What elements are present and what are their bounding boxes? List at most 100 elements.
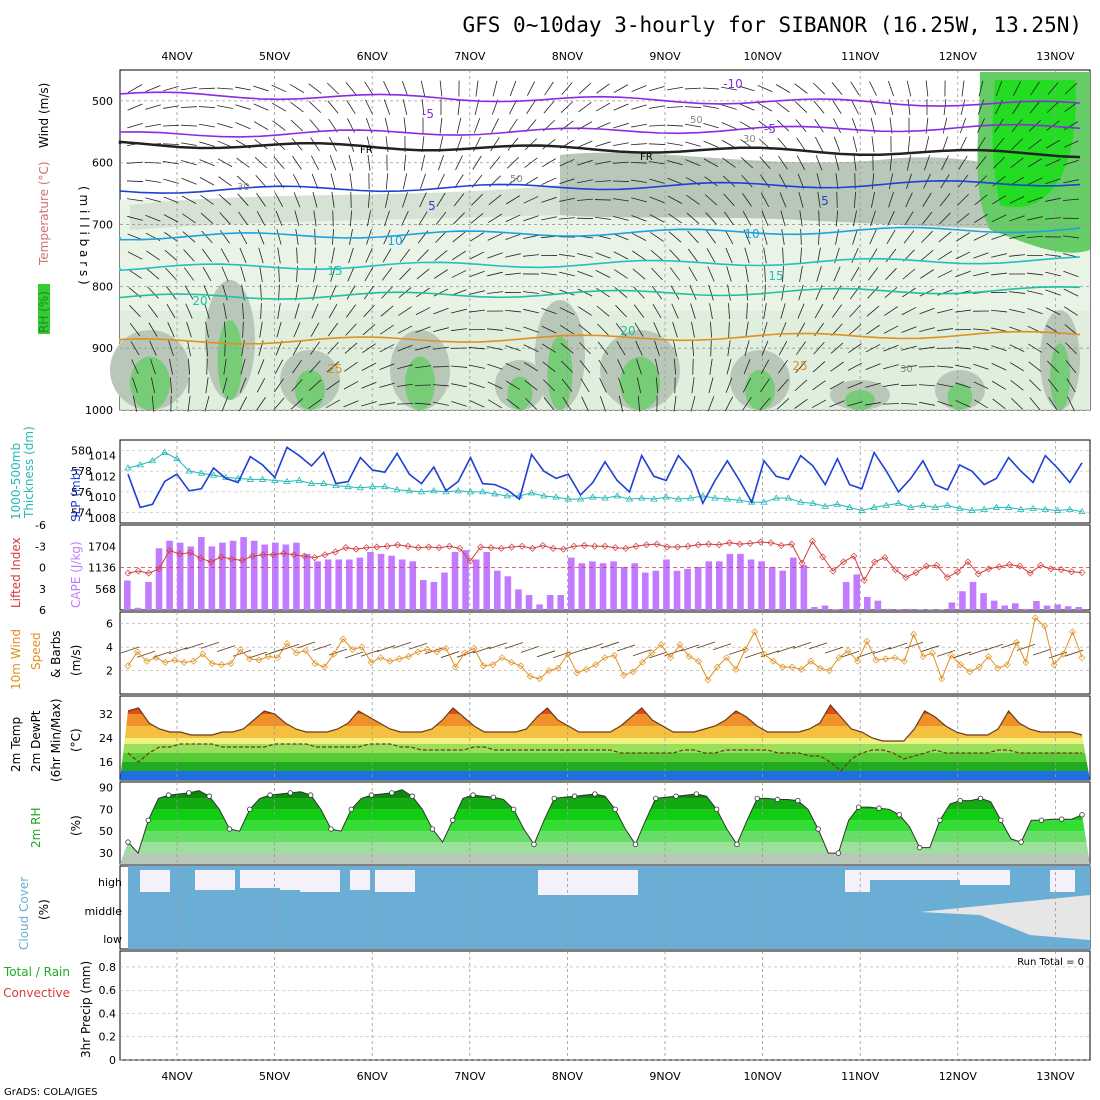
barb (1045, 289, 1061, 296)
temp-label-0: -10 (723, 77, 743, 91)
barb (523, 196, 539, 204)
cape-bar-51 (663, 559, 670, 610)
barb (954, 347, 972, 350)
barb (745, 266, 749, 282)
wind10m-point-54 (629, 668, 637, 676)
rh-band-3 (120, 820, 1090, 832)
li-point-17 (300, 552, 308, 560)
wind10m-point-94 (1003, 661, 1011, 669)
barb (271, 102, 287, 112)
wind10m-point-46 (554, 664, 562, 672)
barb (560, 101, 574, 113)
thickness-point-55 (796, 498, 805, 505)
cape-bar-55 (705, 561, 713, 610)
barb (667, 86, 683, 91)
barb (613, 233, 629, 241)
barb (800, 228, 802, 245)
barb (451, 270, 467, 278)
slp-tick-1012: 1012 (88, 470, 116, 483)
barb (577, 253, 593, 258)
barb (469, 400, 485, 408)
barb (236, 175, 250, 187)
barb (814, 118, 824, 133)
barb (673, 395, 677, 412)
temp-band-0 (120, 771, 1090, 780)
barb (725, 377, 733, 393)
barb (349, 173, 353, 190)
barb (724, 396, 734, 412)
rh2m-point-60 (734, 841, 740, 848)
cape-bar-26 (398, 559, 406, 610)
wind10m-point-9 (208, 660, 216, 668)
temp-band-3 (120, 744, 1090, 753)
barb (397, 364, 413, 370)
wind10m-point-0 (124, 662, 132, 670)
cape-bar-87 (1043, 605, 1051, 610)
barb (888, 192, 894, 208)
barb (329, 155, 337, 171)
rh-legend-swatch (38, 284, 50, 334)
cape-bar-75 (916, 609, 924, 610)
date-label-top-11NOV: 11NOV (841, 50, 880, 63)
li-point-27 (404, 542, 412, 550)
li-point-76 (912, 568, 920, 576)
barb (901, 345, 917, 351)
barb (613, 84, 629, 93)
barb (474, 99, 480, 115)
temp-label-5: 10 (387, 234, 402, 248)
barb (217, 105, 233, 109)
barb (277, 247, 281, 264)
rh2m-point-70 (835, 850, 842, 856)
barb (435, 230, 447, 243)
barb (871, 136, 875, 153)
barb (559, 178, 575, 185)
barb (794, 379, 808, 391)
cape-bar-67 (832, 609, 839, 610)
barb (829, 400, 845, 408)
barb (127, 84, 143, 93)
barb (505, 362, 521, 371)
temp-label-6: 10 (744, 227, 759, 241)
barb (1047, 82, 1059, 95)
barb (149, 340, 157, 356)
barb (705, 212, 717, 225)
barb (666, 106, 684, 108)
barb (652, 303, 662, 319)
barb (277, 303, 281, 320)
barb (1045, 254, 1061, 257)
barb (325, 399, 341, 409)
barb (292, 340, 302, 356)
barb (222, 284, 228, 301)
wind10m-point-74 (816, 664, 824, 672)
wind10m-label-3: & Barbs (49, 630, 63, 678)
barb (415, 365, 431, 369)
barb (973, 271, 989, 277)
barb (432, 384, 450, 387)
wind10m-point-66 (741, 645, 749, 653)
wind10m-point-52 (610, 651, 618, 659)
barb (223, 358, 227, 375)
thickness-point-26 (442, 488, 450, 495)
fr-label-2: FR (640, 152, 653, 163)
barb (1010, 138, 1024, 151)
cape-bar-39 (536, 604, 543, 610)
li-point-54 (684, 542, 692, 550)
barb (1012, 100, 1022, 114)
wind10m-line (127, 616, 1083, 681)
barb (327, 322, 339, 337)
barb (761, 340, 769, 356)
barb (400, 229, 410, 244)
barb (487, 381, 503, 389)
cape-bar-90 (1075, 607, 1083, 610)
barb (937, 308, 953, 314)
cape-bar-79 (959, 591, 966, 610)
rh2m-point-82 (957, 797, 963, 804)
rh-band-mid (130, 185, 560, 230)
barb (294, 303, 300, 319)
rh2m-point-42 (551, 795, 557, 802)
cloud-label: Cloud Cover (17, 877, 31, 950)
barb (973, 381, 989, 389)
barb (991, 345, 1007, 352)
barb (183, 267, 195, 281)
li-point-45 (591, 542, 599, 550)
